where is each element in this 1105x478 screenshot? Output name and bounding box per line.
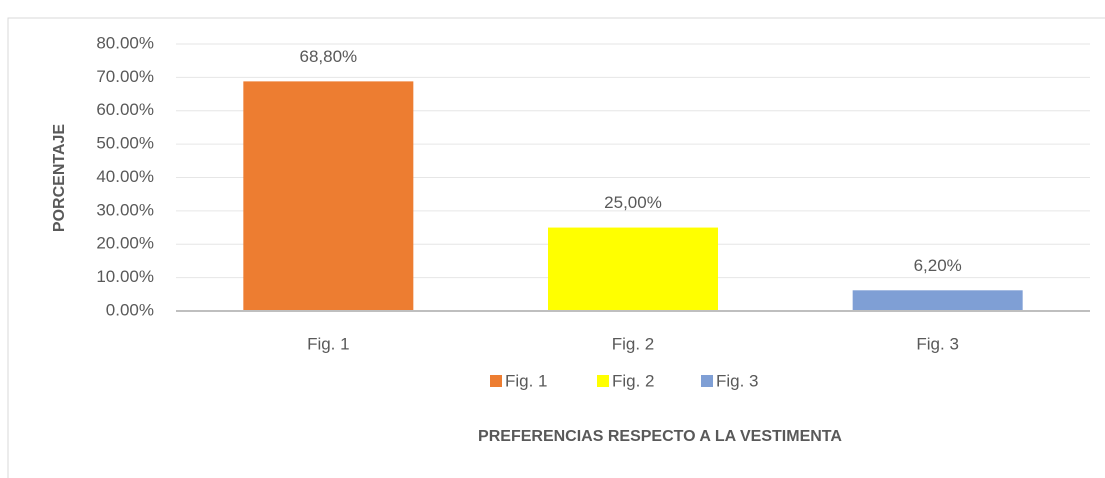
data-label: 68,80% [299,47,357,66]
legend-swatch [701,375,713,387]
data-label: 25,00% [604,193,662,212]
y-tick-label: 40.00% [96,167,154,186]
y-axis-title: PORCENTAJE [51,124,68,232]
y-tick-label: 30.00% [96,200,154,219]
y-tick-label: 10.00% [96,267,154,286]
bar [548,227,718,311]
x-axis-title: PREFERENCIAS RESPECTO A LA VESTIMENTA [478,428,842,445]
x-tick-label: Fig. 1 [307,334,350,353]
legend-swatch [597,375,609,387]
x-tick-label: Fig. 2 [612,334,655,353]
legend-swatch [490,375,502,387]
legend-label: Fig. 3 [716,371,759,390]
chart-frame [7,17,1105,478]
legend-label: Fig. 2 [612,371,655,390]
y-tick-label: 50.00% [96,134,154,153]
y-tick-label: 60.00% [96,100,154,119]
y-tick-label: 0.00% [106,300,154,319]
x-tick-label: Fig. 3 [916,334,959,353]
y-tick-label: 20.00% [96,234,154,253]
y-tick-label: 70.00% [96,67,154,86]
y-tick-label: 80.00% [96,33,154,52]
bar [852,290,1023,311]
bar [243,81,414,311]
data-label: 6,20% [914,256,962,275]
legend-label: Fig. 1 [505,371,548,390]
